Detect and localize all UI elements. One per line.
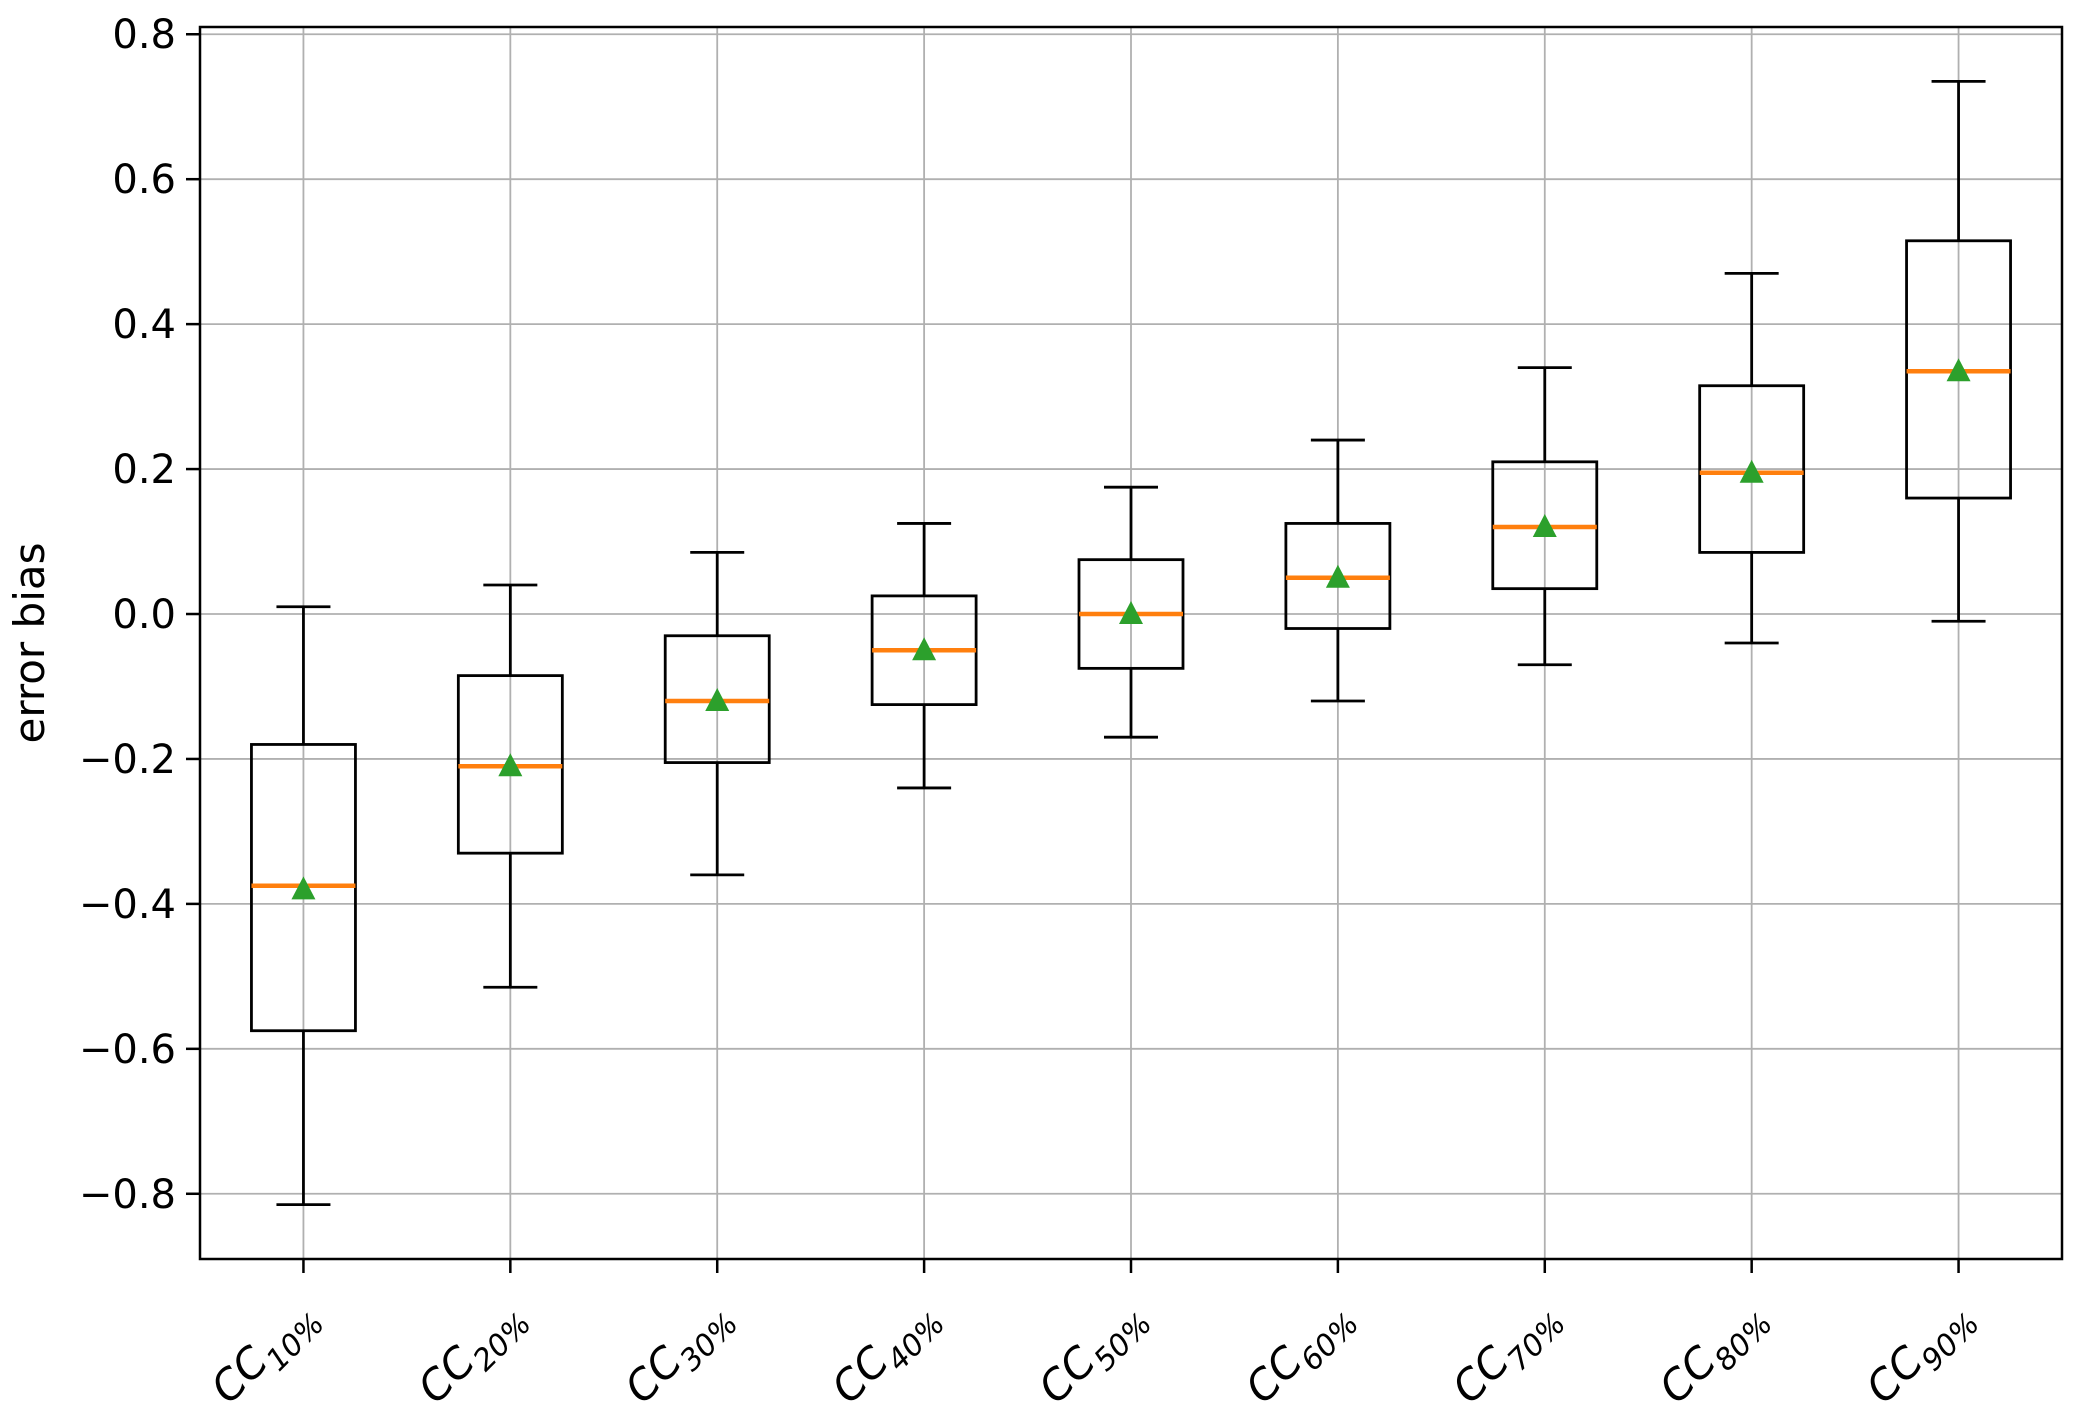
y-tick-label: 0.0: [112, 592, 176, 638]
mean-marker: [498, 753, 523, 777]
y-tick-label: 0.4: [112, 302, 176, 348]
mean-marker: [1325, 564, 1350, 588]
boxplot-group: [663, 551, 771, 877]
mean-marker: [1532, 514, 1557, 538]
boxplot-group: [1905, 79, 2012, 623]
boxplot-group: [456, 583, 564, 989]
x-tick-label: CC10%: [201, 1289, 331, 1419]
y-tick-label: −0.8: [79, 1172, 176, 1218]
y-tick-label: −0.4: [79, 882, 176, 928]
mean-marker: [291, 876, 316, 900]
x-tick-label: CC80%: [1649, 1289, 1779, 1419]
y-tick-label: 0.2: [112, 447, 176, 493]
x-tick-label: CC30%: [615, 1289, 745, 1419]
boxplot-group: [250, 605, 357, 1207]
x-tick-label: CC50%: [1029, 1289, 1159, 1419]
y-axis-label: error bias: [5, 543, 54, 744]
grid-layer: [200, 27, 2062, 1259]
boxes-layer: [250, 79, 2012, 1207]
x-tick-label: CC70%: [1443, 1289, 1573, 1419]
mean-marker: [1739, 459, 1764, 483]
boxplot-group: [1491, 366, 1599, 667]
y-tick-label: −0.2: [79, 737, 176, 783]
mean-marker: [1119, 601, 1143, 625]
mean-marker: [912, 637, 937, 661]
mean-marker: [1946, 358, 1971, 382]
mean-marker: [705, 687, 730, 711]
x-tick-label: CC60%: [1236, 1289, 1366, 1419]
axes-layer: 0.8 0.6 0.4 0.2 0.0 −0.2 −0.4 −0.6 −0.8 CC10% CC20…: [79, 12, 2064, 1419]
x-tick-label: CC40%: [822, 1289, 952, 1419]
boxplot-group: [1698, 271, 1806, 645]
y-tick-label: 0.8: [112, 12, 176, 58]
boxplot-group: [1284, 438, 1392, 703]
box-rect: [1698, 384, 1806, 554]
boxplot-group: [870, 522, 978, 790]
y-tick-label: 0.6: [112, 157, 176, 203]
boxplot-group: [1077, 485, 1185, 739]
x-tick-label: CC20%: [408, 1289, 538, 1419]
x-tick-label: CC90%: [1856, 1289, 1986, 1419]
y-tick-label: −0.6: [79, 1027, 176, 1073]
